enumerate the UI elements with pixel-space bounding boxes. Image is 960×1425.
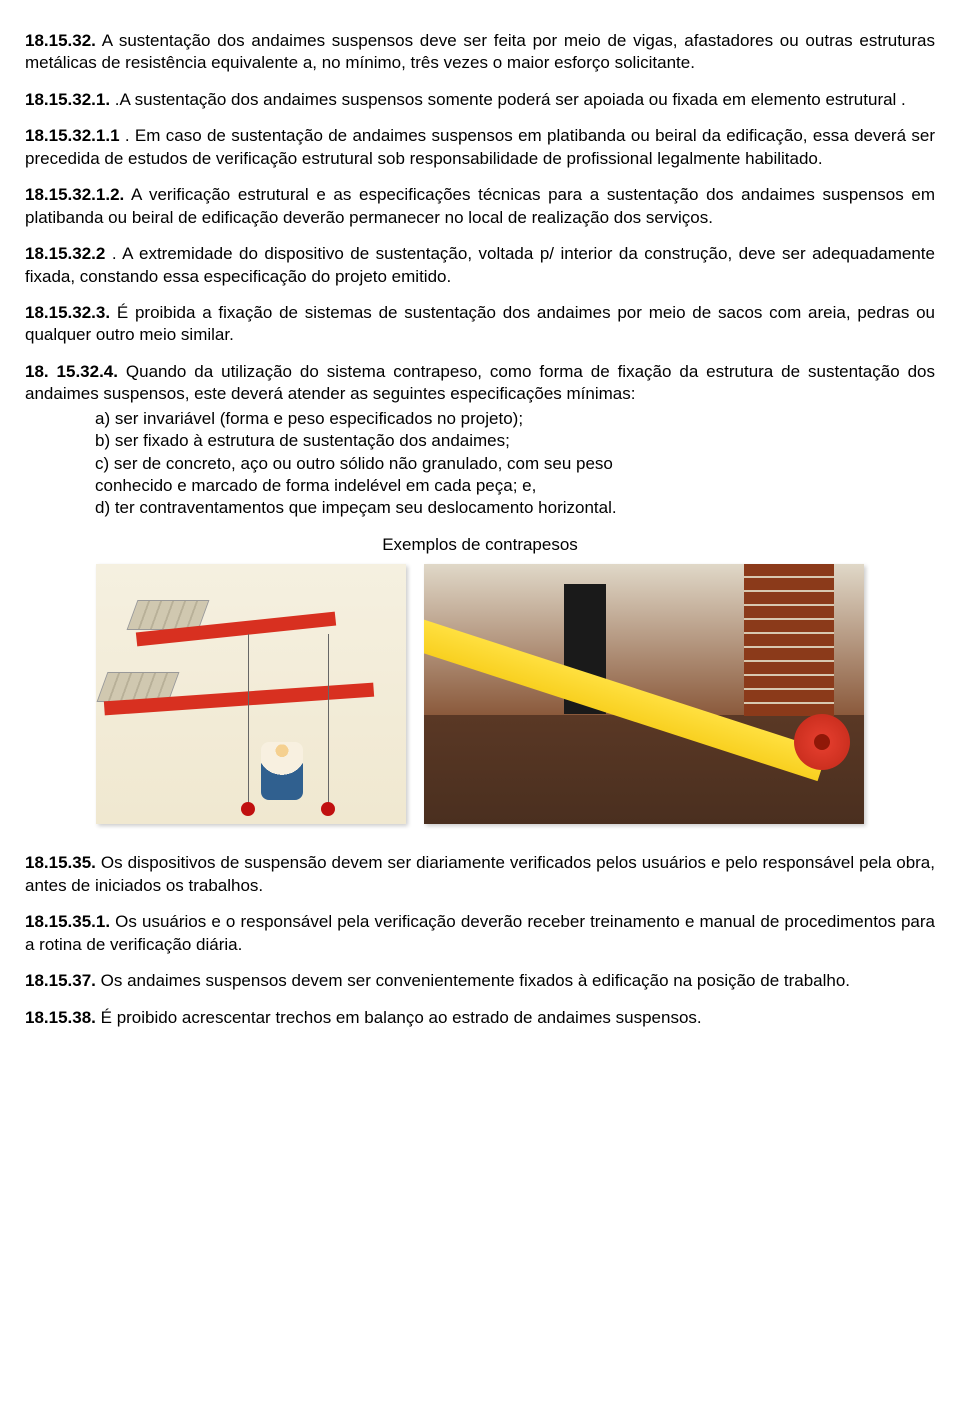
section-number: 18. 15.32.4.: [25, 362, 118, 381]
weight-ball-icon: [241, 802, 255, 816]
sublist-item-a: a) ser invariável (forma e peso especifi…: [95, 408, 935, 430]
section-number: 18.15.37.: [25, 971, 96, 990]
paragraph-18-15-32-1-1: 18.15.32.1.1 . Em caso de sustentação de…: [25, 125, 935, 170]
spec-sublist: a) ser invariável (forma e peso especifi…: [25, 408, 935, 520]
paragraph-18-15-38: 18.15.38. É proibido acrescentar trechos…: [25, 1007, 935, 1029]
section-number: 18.15.32.: [25, 31, 96, 50]
paragraph-18-15-32-3: 18.15.32.3. É proibida a fixação de sist…: [25, 302, 935, 347]
section-text: Os andaimes suspensos devem ser convenie…: [96, 971, 850, 990]
section-text: É proibido acrescentar trechos em balanç…: [96, 1008, 702, 1027]
paragraph-18-15-32-1: 18.15.32.1. .A sustentação dos andaimes …: [25, 89, 935, 111]
brick-wall-icon: [744, 564, 834, 716]
section-text: .A sustentação dos andaimes suspensos so…: [110, 90, 906, 109]
section-text: A sustentação dos andaimes suspensos dev…: [25, 31, 935, 72]
section-text: Os dispositivos de suspensão devem ser d…: [25, 853, 935, 894]
figures-row: [25, 564, 935, 824]
figure-counterweight-illustration: [96, 564, 406, 824]
sublist-item-b: b) ser fixado à estrutura de sustentação…: [95, 430, 935, 452]
red-disc-weight-icon: [794, 714, 850, 770]
figure-caption: Exemplos de contrapesos: [25, 534, 935, 556]
section-text: Quando da utilização do sistema contrape…: [25, 362, 935, 403]
rope-icon: [248, 634, 249, 804]
paragraph-18-15-32-4: 18. 15.32.4. Quando da utilização do sis…: [25, 361, 935, 406]
section-number: 18.15.32.2: [25, 244, 105, 263]
sublist-item-c: c) ser de concreto, aço ou outro sólido …: [95, 453, 935, 475]
paragraph-18-15-35-1: 18.15.35.1. Os usuários e o responsável …: [25, 911, 935, 956]
worker-icon: [261, 742, 303, 800]
figure-counterweight-photo: [424, 564, 864, 824]
weight-ball-icon: [321, 802, 335, 816]
paragraph-18-15-32: 18.15.32. A sustentação dos andaimes sus…: [25, 30, 935, 75]
section-text: Os usuários e o responsável pela verific…: [25, 912, 935, 953]
section-number: 18.15.32.1.1: [25, 126, 120, 145]
paragraph-18-15-32-1-2: 18.15.32.1.2. A verificação estrutural e…: [25, 184, 935, 229]
paragraph-18-15-35: 18.15.35. Os dispositivos de suspensão d…: [25, 852, 935, 897]
section-number: 18.15.35.1.: [25, 912, 110, 931]
section-text: É proibida a fixação de sistemas de sust…: [25, 303, 935, 344]
paragraph-18-15-32-2: 18.15.32.2 . A extremidade do dispositiv…: [25, 243, 935, 288]
rope-icon: [328, 634, 329, 804]
section-number: 18.15.38.: [25, 1008, 96, 1027]
section-number: 18.15.32.1.: [25, 90, 110, 109]
section-number: 18.15.32.1.2.: [25, 185, 124, 204]
section-text: . A extremidade do dispositivo de susten…: [25, 244, 935, 285]
section-number: 18.15.35.: [25, 853, 96, 872]
paragraph-18-15-37: 18.15.37. Os andaimes suspensos devem se…: [25, 970, 935, 992]
section-text: . Em caso de sustentação de andaimes sus…: [25, 126, 935, 167]
sublist-item-c-cont: conhecido e marcado de forma indelével e…: [95, 475, 935, 497]
section-number: 18.15.32.3.: [25, 303, 110, 322]
section-text: A verificação estrutural e as especifica…: [25, 185, 935, 226]
sublist-item-d: d) ter contraventamentos que impeçam seu…: [95, 497, 935, 519]
